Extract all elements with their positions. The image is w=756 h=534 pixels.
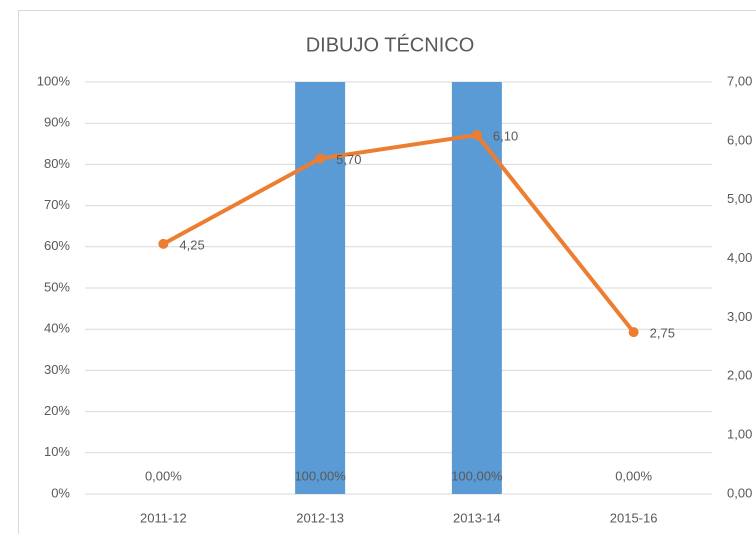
- y2-tick-label: 2,00: [727, 368, 752, 383]
- y-tick-label: 10%: [44, 444, 70, 459]
- line-point: [471, 129, 482, 140]
- y2-tick-label: 0,00: [727, 485, 752, 500]
- line-point: [315, 153, 326, 164]
- y-tick-label: 0%: [51, 485, 70, 500]
- chart-frame: [18, 10, 756, 534]
- x-tick-label: 2012-13: [296, 510, 344, 525]
- line-value-label: 6,10: [493, 128, 518, 143]
- x-tick-label: 2011-12: [140, 510, 187, 525]
- y2-tick-label: 5,00: [727, 191, 752, 206]
- y-tick-label: 90%: [44, 115, 70, 130]
- line-point: [158, 238, 169, 249]
- chart-title: DIBUJO TÉCNICO: [306, 33, 475, 56]
- y2-tick-label: 7,00: [727, 73, 752, 88]
- x-tick-label: 2013-14: [453, 510, 501, 525]
- line-value-label: 5,70: [336, 152, 361, 167]
- bar-value-label: 0,00%: [615, 468, 652, 483]
- y2-tick-label: 1,00: [727, 427, 752, 442]
- y-tick-label: 30%: [44, 362, 70, 377]
- bar-value-label: 100,00%: [451, 468, 503, 483]
- y-tick-label: 20%: [44, 403, 70, 418]
- y2-tick-label: 6,00: [727, 132, 752, 147]
- x-tick-label: 2015-16: [610, 510, 658, 525]
- bar: [295, 82, 346, 494]
- bar: [451, 82, 502, 494]
- y2-tick-label: 4,00: [727, 250, 752, 265]
- line-point: [628, 327, 639, 338]
- line-value-label: 2,75: [650, 326, 675, 341]
- bar-value-label: 0,00%: [145, 468, 182, 483]
- y-tick-label: 50%: [44, 279, 70, 294]
- bar-value-label: 100,00%: [294, 468, 346, 483]
- y-tick-label: 70%: [44, 197, 70, 212]
- y-tick-label: 80%: [44, 156, 70, 171]
- y-tick-label: 60%: [44, 238, 70, 253]
- line: [162, 132, 636, 334]
- y2-tick-label: 3,00: [727, 309, 752, 324]
- line-value-label: 4,25: [179, 237, 204, 252]
- y-tick-label: 100%: [37, 73, 71, 88]
- y-tick-label: 40%: [44, 321, 70, 336]
